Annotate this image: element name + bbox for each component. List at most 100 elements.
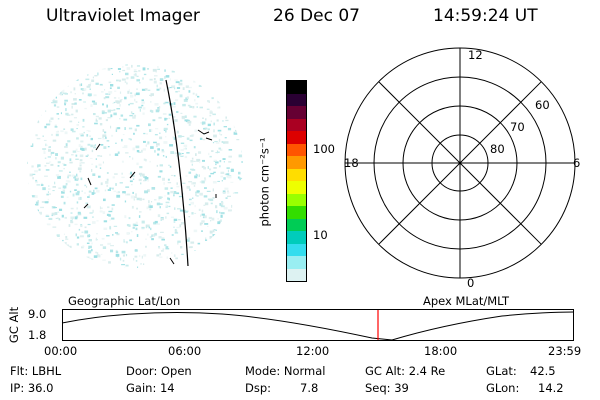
uv-speckle-dot bbox=[113, 109, 116, 111]
uv-speckle-dot bbox=[60, 112, 62, 115]
uv-speckle-dot bbox=[65, 182, 68, 186]
uv-speckle-dot bbox=[176, 87, 181, 89]
uv-speckle-dot bbox=[60, 82, 64, 85]
uv-speckle-dot bbox=[171, 105, 176, 108]
uv-speckle-dot bbox=[102, 211, 106, 214]
uv-speckle-dot bbox=[113, 101, 116, 103]
uv-speckle-dot bbox=[159, 203, 163, 205]
uv-speckle-dot bbox=[87, 154, 89, 156]
uv-speckle-dot bbox=[196, 190, 200, 193]
uv-speckle-dot bbox=[198, 208, 201, 211]
uv-speckle-dot bbox=[166, 123, 169, 126]
uv-speckle-dot bbox=[195, 102, 199, 105]
uv-speckle-dot bbox=[77, 212, 81, 215]
uv-speckle-dot bbox=[150, 146, 154, 149]
uv-speckle-dot bbox=[51, 212, 56, 216]
uv-speckle-dot bbox=[214, 141, 218, 143]
uv-speckle-dot bbox=[104, 131, 107, 134]
uv-speckle-dot bbox=[145, 159, 147, 162]
uv-speckle-dot bbox=[37, 164, 41, 167]
uv-speckle-dot bbox=[48, 262, 52, 265]
uv-speckle-dot bbox=[44, 97, 46, 101]
uv-speckle-dot bbox=[230, 220, 233, 223]
colorbar-swatch bbox=[287, 268, 306, 281]
uv-speckle-dot bbox=[224, 64, 227, 67]
uv-speckle-dot bbox=[39, 64, 42, 66]
polar-lat-60: 60 bbox=[535, 98, 550, 112]
uv-speckle-dot bbox=[174, 119, 178, 122]
uv-speckle-dot bbox=[125, 64, 128, 66]
uv-speckle-dot bbox=[151, 187, 156, 190]
uv-speckle-dot bbox=[99, 167, 102, 169]
uv-speckle-dot bbox=[231, 68, 234, 71]
uv-speckle-dot bbox=[200, 214, 202, 217]
uv-speckle-dot bbox=[130, 94, 134, 98]
uv-speckle-dot bbox=[241, 187, 243, 191]
uv-speckle-dot bbox=[150, 93, 154, 96]
uv-speckle-dot bbox=[208, 175, 211, 178]
uv-speckle-dot bbox=[142, 67, 146, 71]
uv-speckle-dot bbox=[106, 178, 109, 181]
uv-speckle-dot bbox=[128, 89, 130, 92]
uv-speckle-dot bbox=[217, 100, 220, 103]
uv-speckle-dot bbox=[95, 82, 99, 85]
uv-speckle-dot bbox=[58, 170, 63, 172]
uv-speckle-dot bbox=[125, 193, 127, 196]
uv-speckle-dot bbox=[194, 250, 198, 252]
uv-speckle-dot bbox=[217, 129, 222, 132]
colorbar-swatch bbox=[287, 231, 306, 244]
uv-speckle-dot bbox=[70, 212, 73, 214]
uv-speckle-dot bbox=[145, 225, 147, 229]
uv-speckle-dot bbox=[161, 237, 165, 239]
uv-speckle-dot bbox=[209, 114, 212, 117]
uv-speckle-dot bbox=[92, 209, 94, 213]
uv-speckle-dot bbox=[115, 249, 118, 252]
uv-speckle-dot bbox=[79, 162, 81, 164]
uv-speckle-dot bbox=[87, 93, 92, 97]
uv-speckle-dot bbox=[63, 168, 65, 170]
uv-speckle-dot bbox=[224, 91, 228, 93]
uv-speckle-dot bbox=[189, 198, 192, 201]
uv-speckle-dot bbox=[139, 166, 143, 169]
uv-speckle-dot bbox=[68, 224, 71, 227]
uv-speckle-dot bbox=[75, 233, 77, 237]
uv-speckle-dot bbox=[141, 255, 143, 259]
uv-speckle-dot bbox=[79, 235, 84, 238]
uv-speckle-dot bbox=[83, 131, 85, 134]
uv-speckle-dot bbox=[108, 261, 111, 264]
uv-speckle-dot bbox=[103, 220, 108, 223]
uv-speckle-dot bbox=[53, 207, 57, 209]
uv-speckle-dot bbox=[125, 264, 129, 267]
uv-speckle-dot bbox=[203, 166, 206, 170]
uv-speckle-dot bbox=[131, 205, 134, 209]
uv-speckle-dot bbox=[214, 256, 217, 260]
uv-speckle-dot bbox=[113, 97, 117, 99]
uv-speckle-dot bbox=[48, 258, 50, 261]
uv-speckle-dot bbox=[232, 94, 234, 96]
uv-speckle-dot bbox=[208, 100, 210, 103]
uv-speckle-dot bbox=[89, 212, 93, 214]
uv-speckle-dot bbox=[46, 193, 49, 196]
uv-speckle-dot bbox=[188, 90, 191, 93]
uv-speckle-dot bbox=[46, 223, 51, 226]
uv-speckle-dot bbox=[28, 217, 31, 219]
uv-speckle-dot bbox=[55, 217, 58, 219]
uv-speckle-dot bbox=[124, 200, 127, 203]
uv-speckle-dot bbox=[150, 101, 152, 103]
uv-speckle-dot bbox=[131, 64, 133, 68]
uv-speckle-dot bbox=[218, 151, 220, 153]
uv-speckle-dot bbox=[238, 154, 243, 158]
uv-speckle-dot bbox=[47, 191, 49, 193]
uv-speckle-dot bbox=[243, 234, 245, 236]
uv-speckle-dot bbox=[34, 210, 36, 213]
instrument-title: Ultraviolet Imager bbox=[46, 6, 200, 26]
uv-speckle-dot bbox=[245, 66, 246, 68]
colorbar-swatch bbox=[287, 81, 306, 94]
uv-speckle-dot bbox=[227, 260, 231, 262]
uv-speckle-dot bbox=[201, 213, 205, 216]
uv-speckle-dot bbox=[109, 218, 111, 221]
uv-speckle-dot bbox=[162, 177, 165, 181]
uv-speckle-dot bbox=[44, 201, 48, 204]
uv-speckle-dot bbox=[149, 205, 153, 208]
uv-speckle-dot bbox=[79, 196, 82, 200]
